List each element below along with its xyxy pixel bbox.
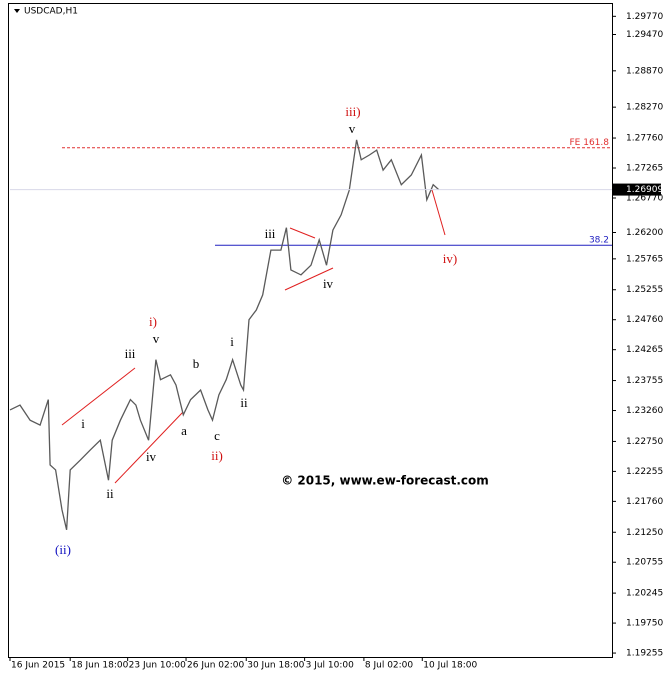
y-tick-label: 1.21760 — [626, 497, 663, 507]
x-tick-label: 30 Jun 18:00 — [247, 661, 304, 671]
y-tick-label: 1.25765 — [626, 254, 663, 264]
y-tick-label: 1.24265 — [626, 345, 663, 355]
wave-label: iv) — [443, 251, 457, 266]
wave-label: i — [230, 334, 234, 349]
wave-label: ii — [106, 486, 114, 501]
copyright: © 2015, www.ew-forecast.com — [281, 474, 489, 488]
y-tick-label: 1.20245 — [626, 589, 663, 599]
wave-label: v — [349, 121, 356, 136]
x-tick-label: 8 Jul 02:00 — [365, 661, 414, 671]
x-tick-label: 3 Jul 10:00 — [306, 661, 355, 671]
wave-label: (ii) — [55, 542, 71, 557]
wave-label: i — [81, 416, 85, 431]
wave-label: iii — [125, 346, 136, 361]
x-tick-label: 26 Jun 02:00 — [187, 661, 244, 671]
wave-label: ii) — [211, 448, 223, 463]
y-tick-label: 1.24760 — [626, 315, 663, 325]
y-tick-label: 1.22255 — [626, 467, 663, 477]
y-tick-label: 1.29770 — [626, 12, 663, 22]
x-tick-label: 18 Jun 18:00 — [71, 661, 128, 671]
y-tick-label: 1.29470 — [626, 30, 663, 40]
y-tick-label: 1.19750 — [626, 619, 663, 629]
y-tick-label: 1.26770 — [626, 193, 663, 203]
wave-label: iv — [146, 449, 157, 464]
y-tick-label: 1.20755 — [626, 558, 663, 568]
level-label: FE 161.8 — [570, 138, 610, 148]
wave-label: iii — [265, 226, 276, 241]
projection-line — [431, 189, 446, 236]
y-tick-label: 1.25255 — [626, 285, 663, 295]
wave-label: a — [181, 423, 187, 438]
y-tick-label: 1.19255 — [626, 649, 663, 659]
price-line — [9, 139, 440, 530]
plot-frame — [8, 3, 613, 658]
wave-label: iii) — [345, 104, 360, 119]
y-tick-label: 1.27265 — [626, 164, 663, 174]
wave-label: i) — [149, 314, 157, 329]
level-label: 38.2 — [589, 236, 609, 246]
x-tick-label: 23 Jun 10:00 — [129, 661, 186, 671]
chart-title: USDCAD,H1 — [24, 7, 78, 17]
y-tick-label: 1.26200 — [626, 228, 663, 238]
wave-label: v — [153, 331, 160, 346]
last-price-box — [613, 183, 661, 196]
y-tick-label: 1.28870 — [626, 66, 663, 76]
wave-label: b — [193, 356, 200, 371]
y-tick-label: 1.21250 — [626, 528, 663, 538]
wave-label: c — [214, 428, 220, 443]
y-tick-label: 1.23260 — [626, 406, 663, 416]
wave-lines — [61, 189, 446, 484]
x-tick-label: 16 Jun 2015 — [11, 661, 65, 671]
y-tick-label: 1.27760 — [626, 134, 663, 144]
wave-label: ii — [240, 395, 248, 410]
y-tick-label: 1.28270 — [626, 103, 663, 113]
trend-line — [61, 367, 136, 426]
trend-line — [289, 227, 316, 239]
trend-line — [284, 267, 334, 291]
trend-line — [114, 411, 184, 484]
x-tick-label: 10 Jul 18:00 — [423, 661, 477, 671]
y-tick-label: 1.23755 — [626, 376, 663, 386]
last-price-label: 1.26909 — [626, 185, 663, 195]
y-tick-label: 1.22750 — [626, 437, 663, 447]
wave-label: iv — [323, 276, 334, 291]
dropdown-icon[interactable] — [14, 9, 20, 13]
